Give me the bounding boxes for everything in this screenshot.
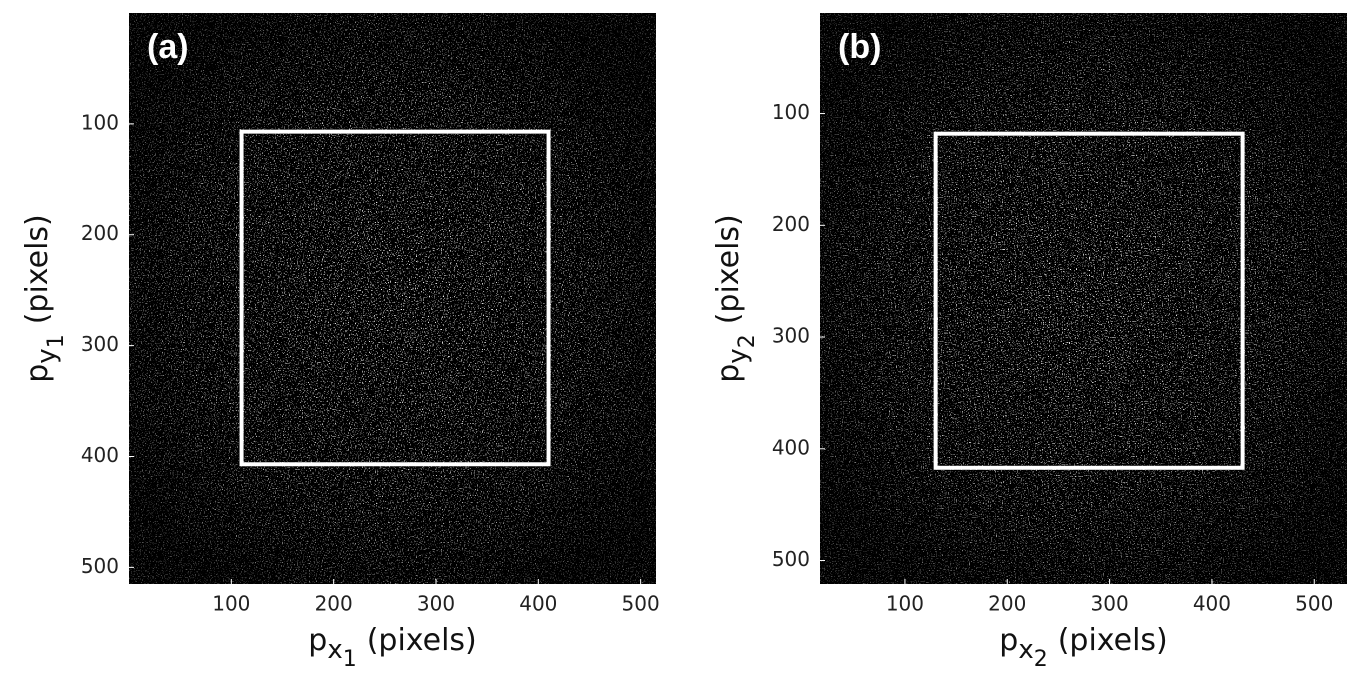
speckle-image bbox=[129, 13, 656, 584]
y-tick-label: 300 bbox=[81, 332, 119, 356]
x-tick-label: 500 bbox=[622, 592, 660, 616]
roi-box bbox=[239, 129, 551, 467]
axis-label: px2 (pixels) bbox=[999, 623, 1167, 672]
roi-box bbox=[933, 131, 1245, 470]
panel-label: (a) bbox=[147, 28, 189, 66]
label-unit: (pixels) bbox=[367, 623, 477, 658]
y-tick-label: 100 bbox=[772, 100, 810, 124]
panel: (a)100 200 300 400 500100200300400500px1(pix… bbox=[20, 13, 660, 672]
axis-label: px1 (pixels) bbox=[308, 623, 476, 672]
y-tick-label: 100 bbox=[81, 110, 119, 134]
label-sub: x bbox=[327, 635, 342, 665]
label-base: p bbox=[20, 364, 55, 383]
y-tick-label: 300 bbox=[772, 324, 810, 348]
x-tick-label: 400 bbox=[1193, 592, 1231, 616]
x-tick-label: 200 bbox=[315, 592, 353, 616]
y-tick-label: 500 bbox=[81, 554, 119, 578]
label-sub: y bbox=[723, 348, 753, 363]
label-base: p bbox=[711, 364, 746, 383]
label-base: p bbox=[999, 623, 1018, 658]
panel: (b)100 200 300 400 500100200300400500px2(pix… bbox=[711, 13, 1347, 672]
label-subsub: 1 bbox=[44, 334, 69, 348]
axis-label: py2 (pixels) bbox=[711, 214, 760, 382]
x-tick-label: 400 bbox=[519, 592, 557, 616]
label-sub: x bbox=[1018, 635, 1033, 665]
panel-label: (b) bbox=[838, 28, 881, 66]
label-unit: (pixels) bbox=[711, 214, 746, 324]
x-tick-label: 100 bbox=[212, 592, 250, 616]
x-tick-label: 300 bbox=[417, 592, 455, 616]
axis-label: py1 (pixels) bbox=[20, 214, 69, 382]
label-subsub: 2 bbox=[735, 334, 760, 348]
label-base: p bbox=[308, 623, 327, 658]
label-unit: (pixels) bbox=[1058, 623, 1168, 658]
label-unit: (pixels) bbox=[20, 214, 55, 324]
y-tick-label: 400 bbox=[772, 435, 810, 459]
y-tick-label: 400 bbox=[81, 443, 119, 467]
label-subsub: 2 bbox=[1034, 647, 1048, 672]
label-sub: y bbox=[32, 348, 62, 363]
x-tick-label: 300 bbox=[1091, 592, 1129, 616]
y-tick-label: 500 bbox=[772, 547, 810, 571]
label-subsub: 1 bbox=[343, 647, 357, 672]
y-tick-label: 200 bbox=[81, 221, 119, 245]
x-tick-label: 100 bbox=[886, 592, 924, 616]
x-tick-label: 200 bbox=[988, 592, 1026, 616]
x-tick-label: 500 bbox=[1295, 592, 1333, 616]
y-tick-label: 200 bbox=[772, 212, 810, 236]
speckle-image bbox=[820, 13, 1347, 584]
